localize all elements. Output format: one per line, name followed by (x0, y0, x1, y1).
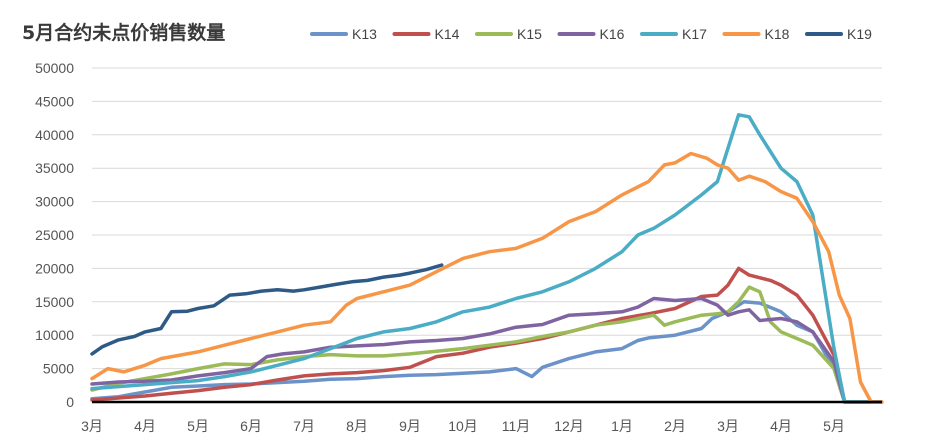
y-tick-label: 45000 (35, 93, 74, 109)
x-tick-label: 9月 (399, 418, 421, 434)
legend-label-k17: K17 (682, 26, 707, 42)
series-line-k17 (90, 113, 884, 404)
series-line-k16 (90, 296, 884, 404)
x-tick-label: 11月 (502, 418, 531, 434)
x-tick-label: 12月 (554, 418, 584, 434)
x-tick-label: 8月 (346, 418, 368, 434)
legend-label-k19: K19 (847, 26, 872, 42)
x-tick-label: 3月 (717, 418, 739, 434)
y-tick-label: 0 (66, 394, 74, 410)
x-tick-label: 1月 (611, 418, 633, 434)
x-tick-label: 5月 (823, 418, 845, 434)
y-tick-label: 35000 (35, 160, 74, 176)
series-line-k19 (90, 263, 444, 356)
y-tick-label: 15000 (35, 294, 74, 310)
x-tick-label: 6月 (240, 418, 262, 434)
series-line-k14 (90, 266, 884, 404)
legend-label-k14: K14 (435, 26, 460, 42)
series-line-k18 (90, 151, 884, 404)
y-tick-label: 10000 (35, 327, 74, 343)
legend-label-k16: K16 (600, 26, 625, 42)
x-tick-label: 2月 (664, 418, 686, 434)
y-tick-label: 5000 (43, 361, 74, 377)
x-tick-label: 4月 (770, 418, 792, 434)
legend-label-k18: K18 (765, 26, 790, 42)
x-tick-label: 4月 (134, 418, 156, 434)
x-tick-label: 10月 (448, 418, 478, 434)
x-tick-label: 7月 (293, 418, 315, 434)
x-tick-label: 3月 (81, 418, 103, 434)
y-tick-label: 40000 (35, 127, 74, 143)
series-line-k13 (90, 300, 884, 404)
y-tick-label: 25000 (35, 227, 74, 243)
legend-label-k13: K13 (352, 26, 377, 42)
x-tick-label: 5月 (187, 418, 209, 434)
y-tick-label: 20000 (35, 260, 74, 276)
y-tick-label: 50000 (35, 60, 74, 76)
y-tick-label: 30000 (35, 194, 74, 210)
chart-title: 5月合约未点价销售数量 (22, 22, 226, 44)
legend-label-k15: K15 (517, 26, 542, 42)
